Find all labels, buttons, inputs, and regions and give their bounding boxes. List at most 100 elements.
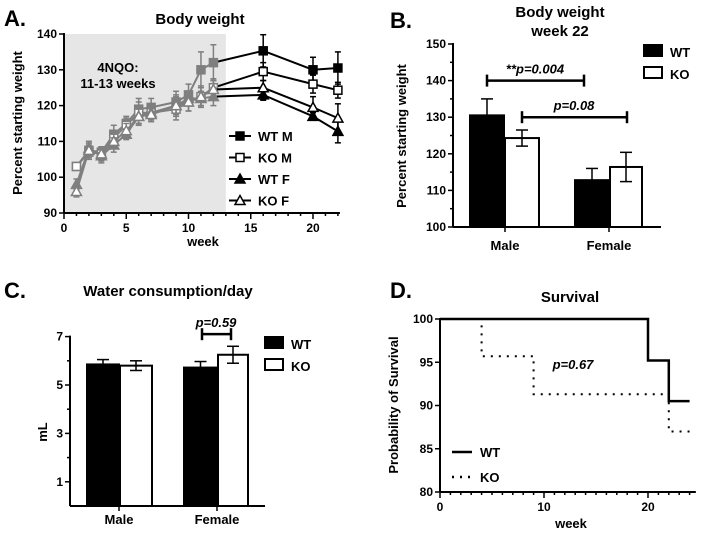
series-line-KO-F <box>213 86 264 91</box>
panel-letter: B. <box>390 8 412 33</box>
data-point <box>333 85 343 95</box>
data-point <box>119 124 133 136</box>
survival-curve-WT <box>440 317 690 403</box>
bar-KO-female <box>217 353 249 507</box>
series-line-KO-F <box>262 86 314 109</box>
data-point <box>333 63 343 73</box>
data-point <box>196 65 206 75</box>
bar-WT-male <box>86 363 120 507</box>
legend-marker <box>233 193 247 206</box>
data-point <box>258 46 268 56</box>
y-tick-label: 130 <box>426 110 446 124</box>
bar-KO-male <box>504 137 540 228</box>
y-tick-label: 95 <box>420 355 434 369</box>
data-point <box>194 90 208 102</box>
data-point <box>95 147 108 159</box>
data-point <box>71 161 82 172</box>
x-tick-label: 20 <box>641 500 655 514</box>
series-line-KO-M <box>213 70 264 89</box>
bar-WT-male <box>469 114 505 228</box>
y-tick-label: 100 <box>426 220 446 234</box>
x-tick-label: 0 <box>61 221 68 235</box>
y-tick-label: 80 <box>420 485 434 499</box>
legend-label: WT <box>480 445 500 460</box>
data-point <box>207 82 220 95</box>
panel-letter: C. <box>4 278 26 303</box>
legend-label: KO M <box>258 151 292 166</box>
category-label-male: Male <box>105 512 134 527</box>
data-point <box>132 109 145 122</box>
y-tick-label: 130 <box>37 63 57 77</box>
y-axis-label: Percent starting weight <box>394 63 409 207</box>
legend-marker <box>235 152 245 163</box>
legend-label: KO F <box>258 194 289 209</box>
y-tick-label: 120 <box>37 99 57 113</box>
series-line-KO-M <box>262 70 314 86</box>
legend-label: WT M <box>258 129 293 144</box>
data-point <box>70 184 83 197</box>
data-point <box>308 65 318 75</box>
series-line-WT-M <box>213 49 264 64</box>
legend-marker <box>233 172 247 184</box>
shaded-label: 11-13 weeks <box>80 76 155 91</box>
chart-subtitle: week 22 <box>530 23 589 40</box>
x-tick-label: 5 <box>123 221 130 235</box>
y-axis-label: mL <box>35 422 50 442</box>
chart-title: Body weight <box>155 11 244 28</box>
category-label-female: Female <box>587 238 632 253</box>
data-point <box>258 66 268 77</box>
series-line-WT-F <box>262 93 314 118</box>
series-line-WT-M <box>262 49 314 71</box>
y-tick-label: 1 <box>56 475 63 489</box>
legend-label: WT <box>670 45 690 60</box>
x-tick-label: 20 <box>306 221 320 235</box>
legend-swatch-WT <box>264 336 284 349</box>
data-point <box>182 95 195 107</box>
x-tick-label: 10 <box>537 500 551 514</box>
y-axis-label: Percent starting weight <box>10 50 25 194</box>
x-tick-label: 15 <box>244 221 258 235</box>
series-line-WT-F <box>213 93 264 98</box>
y-tick-label: 100 <box>37 170 57 184</box>
legend-label: KO <box>670 67 690 82</box>
data-point <box>208 57 219 68</box>
y-tick-label: 7 <box>56 330 63 344</box>
data-point <box>144 108 158 120</box>
category-label-male: Male <box>491 238 520 253</box>
y-tick-label: 140 <box>37 27 57 41</box>
category-label-female: Female <box>195 512 240 527</box>
legend-swatch-WT <box>643 44 663 57</box>
y-tick-label: 100 <box>413 312 433 326</box>
panel-letter: D. <box>390 278 412 303</box>
bar-KO-male <box>119 364 153 508</box>
data-point <box>107 134 121 147</box>
data-point <box>308 79 318 89</box>
legend-marker <box>235 131 245 141</box>
chart-title: Body weight <box>515 4 604 21</box>
legend-label: KO <box>291 359 311 374</box>
y-tick-label: 120 <box>426 147 446 161</box>
x-axis-label: week <box>554 516 588 531</box>
x-axis-label: week <box>186 234 220 249</box>
y-tick-label: 90 <box>420 399 434 413</box>
x-tick-label: 10 <box>182 221 196 235</box>
p-value-label: p=0.59 <box>195 315 238 330</box>
shaded-label: 4NQO: <box>97 60 138 75</box>
y-tick-label: 140 <box>426 74 446 88</box>
legend-label: WT <box>291 337 311 352</box>
bar-WT-female <box>574 179 610 228</box>
data-point <box>306 100 320 113</box>
x-tick-label: 0 <box>437 500 444 514</box>
y-tick-label: 5 <box>56 378 63 392</box>
survival-curve-KO <box>440 318 690 433</box>
chart-title: Water consumption/day <box>83 283 253 300</box>
legend-label: KO <box>480 470 500 485</box>
shaded-region <box>64 34 226 213</box>
y-tick-label: 3 <box>56 426 63 440</box>
chart-title: Survival <box>541 289 599 306</box>
data-point <box>331 111 345 123</box>
y-tick-label: 110 <box>38 134 58 148</box>
legend-swatch-KO <box>264 358 284 371</box>
legend-swatch-KO <box>643 66 663 79</box>
y-tick-label: 90 <box>44 206 58 220</box>
